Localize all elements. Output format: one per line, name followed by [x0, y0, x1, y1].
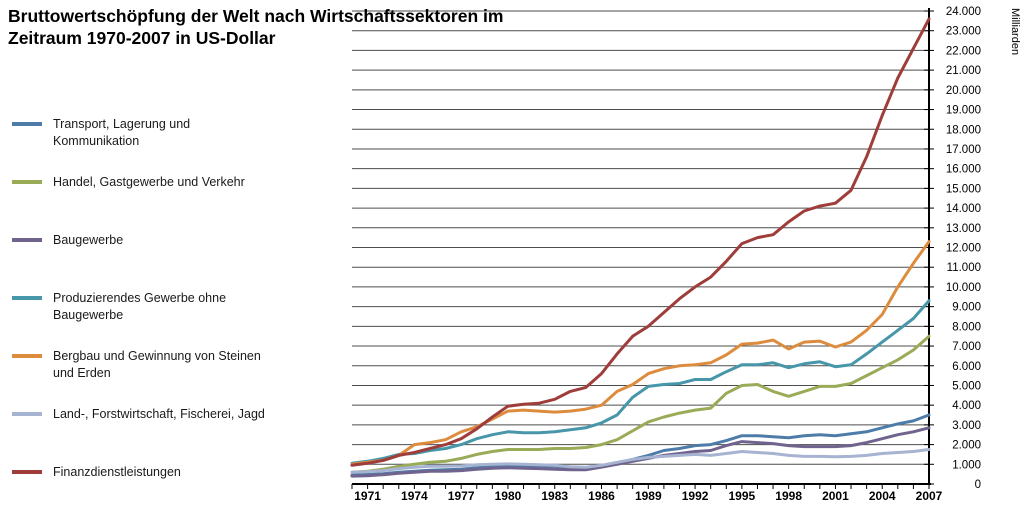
- gridlines: [352, 10, 929, 465]
- series-handel: [350, 334, 931, 474]
- axes: [351, 8, 934, 489]
- series-lines: [350, 17, 931, 478]
- y-tick-label: 22.000: [946, 45, 981, 57]
- legend-label-land: Land-, Forstwirtschaft, Fischerei, Jagd: [53, 407, 265, 421]
- x-tick-label: 1992: [682, 489, 709, 503]
- legend-label-transport: Transport, Lagerung und Kommunikation: [53, 117, 191, 148]
- legend-swatch-produzierendes: [12, 296, 42, 300]
- x-tick-label: 1995: [729, 489, 756, 503]
- legend-item-bergbau: Bergbau und Gewinnung von Steinen und Er…: [12, 348, 261, 381]
- y-tick-label: 17.000: [946, 144, 981, 156]
- legend-swatch-bau: [12, 238, 42, 242]
- x-tick-label: 2001: [822, 489, 849, 503]
- x-tick-label: 1998: [775, 489, 802, 503]
- legend-swatch-bergbau: [12, 354, 42, 358]
- legend-label-handel: Handel, Gastgewerbe und Verkehr: [53, 175, 245, 189]
- x-tick-label: 1977: [448, 489, 475, 503]
- y-tick-label: 18.000: [946, 124, 981, 136]
- y-tick-label: 15.000: [946, 183, 981, 195]
- legend-label-bergbau: Bergbau und Gewinnung von Steinen und Er…: [53, 349, 261, 380]
- legend-swatch-handel: [12, 180, 42, 184]
- y-tick-label: 6.000: [952, 361, 981, 373]
- y-tick-label: 3.000: [952, 420, 981, 432]
- chart-title: Bruttowertschöpfung der Welt nach Wirtsc…: [8, 6, 608, 49]
- y-tick-label: 12.000: [946, 243, 981, 255]
- legend-item-produzierendes: Produzierendes Gewerbe ohne Baugewerbe: [12, 290, 226, 323]
- y-axis-unit-label: Milliarden: [1009, 8, 1021, 55]
- y-tick-label: 0: [975, 479, 981, 491]
- y-tick-label: 21.000: [946, 65, 981, 77]
- y-tick-label: 5.000: [952, 380, 981, 392]
- series-finanz: [350, 17, 931, 467]
- y-tick-label: 13.000: [946, 223, 981, 235]
- y-tick-label: 14.000: [946, 203, 981, 215]
- legend-item-handel: Handel, Gastgewerbe und Verkehr: [12, 174, 245, 191]
- y-tick-label: 11.000: [947, 262, 981, 274]
- y-tick-label: 16.000: [946, 164, 981, 176]
- x-tick-label: 2004: [869, 489, 896, 503]
- legend-item-land: Land-, Forstwirtschaft, Fischerei, Jagd: [12, 406, 265, 423]
- x-tick-label: 1986: [588, 489, 615, 503]
- legend-label-finanz: Finanzdienstleistungen: [53, 465, 181, 479]
- y-tick-label: 9.000: [952, 302, 981, 314]
- series-land: [350, 448, 931, 474]
- series-bergbau: [350, 240, 931, 466]
- series-produzierendes: [350, 299, 931, 465]
- legend-label-bau: Baugewerbe: [53, 233, 124, 247]
- x-tick-label: 1980: [495, 489, 522, 503]
- x-tick-label: 1971: [354, 489, 381, 503]
- y-tick-label: 8.000: [952, 321, 981, 333]
- legend-item-bau: Baugewerbe: [12, 232, 123, 249]
- axis-labels: 0 1.000 2.000 3.000 4.000 5.000 6.000 7.000 8.00…: [354, 6, 1021, 503]
- x-tick-label: 2007: [916, 489, 943, 503]
- y-tick-label: 1.000: [952, 459, 981, 471]
- y-tick-label: 19.000: [946, 105, 981, 117]
- legend-item-transport: Transport, Lagerung und Kommunikation: [12, 116, 190, 149]
- y-tick-label: 23.000: [946, 26, 981, 38]
- y-tick-label: 20.000: [946, 85, 981, 97]
- legend-swatch-transport: [12, 122, 42, 126]
- legend-swatch-finanz: [12, 470, 42, 474]
- legend-label-produzierendes: Produzierendes Gewerbe ohne Baugewerbe: [53, 291, 227, 322]
- legend-item-finanz: Finanzdienstleistungen: [12, 464, 181, 481]
- legend-swatch-land: [12, 412, 42, 416]
- y-tick-label: 7.000: [952, 341, 981, 353]
- chart-title-line1: Bruttowertschöpfung der Welt nach Wirtsc…: [8, 6, 504, 26]
- y-tick-label: 2.000: [952, 440, 981, 452]
- chart-title-line2: Zeitraum 1970-2007 in US-Dollar: [8, 27, 276, 48]
- x-tick-label: 1974: [401, 489, 428, 503]
- x-tick-label: 1989: [635, 489, 662, 503]
- y-tick-label: 4.000: [952, 400, 981, 412]
- y-tick-label: 10.000: [946, 282, 981, 294]
- y-tick-label: 24.000: [946, 6, 981, 18]
- x-tick-label: 1983: [541, 489, 568, 503]
